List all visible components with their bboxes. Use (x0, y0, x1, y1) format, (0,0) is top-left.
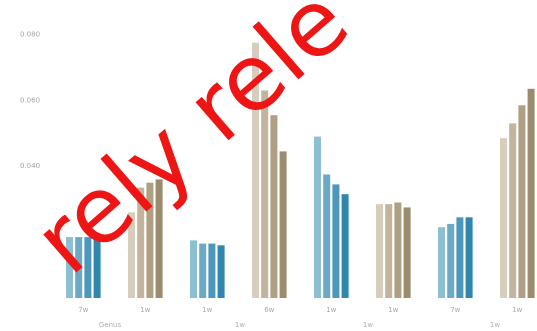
bar (527, 88, 535, 298)
bar (438, 227, 445, 298)
category-label: 1w (512, 306, 522, 314)
bar (518, 105, 526, 298)
bar (93, 238, 101, 298)
bar (456, 217, 464, 298)
category-label: 1w (202, 306, 212, 314)
bar (394, 202, 402, 298)
bar (137, 187, 145, 298)
y-tick-label: 0.060 (20, 96, 40, 104)
bar (190, 240, 197, 298)
group-label: 1w (363, 321, 373, 329)
bar (208, 243, 216, 298)
group-label: 1w (235, 321, 245, 329)
bar (332, 184, 340, 298)
bar (146, 182, 154, 298)
bars (66, 42, 535, 299)
bar (376, 204, 383, 298)
bar (261, 90, 269, 298)
category-label: 1w (326, 306, 336, 314)
category-label: 6w (264, 306, 274, 314)
y-axis-ticks: 0.040 0.060 0.080 (20, 30, 40, 170)
group-label: Genus (99, 321, 122, 329)
bar (128, 212, 135, 298)
bar (385, 204, 393, 298)
group-label: 1w (490, 321, 500, 329)
bar (279, 151, 287, 298)
bar (84, 237, 92, 298)
bar (155, 179, 163, 298)
category-labels: 7w 1w 1w 6w 1w 1w 7w 1w (78, 306, 522, 314)
bar (323, 174, 331, 298)
group-labels: Genus 1w 1w 1w (99, 321, 500, 329)
bar (341, 194, 349, 298)
bar (66, 237, 73, 298)
bar (199, 243, 207, 298)
category-label: 1w (140, 306, 150, 314)
bar (500, 138, 507, 298)
category-label: 1w (388, 306, 398, 314)
bar (75, 237, 83, 298)
bar (465, 217, 473, 298)
bar (217, 245, 225, 298)
bar (403, 207, 411, 298)
bar (252, 42, 259, 299)
bar (270, 115, 278, 298)
bar (509, 123, 517, 299)
y-tick-label: 0.080 (20, 30, 40, 38)
y-tick-label: 0.040 (20, 162, 40, 170)
category-label: 7w (450, 306, 460, 314)
category-label: 7w (78, 306, 88, 314)
bar (314, 136, 321, 298)
bar (447, 223, 455, 298)
